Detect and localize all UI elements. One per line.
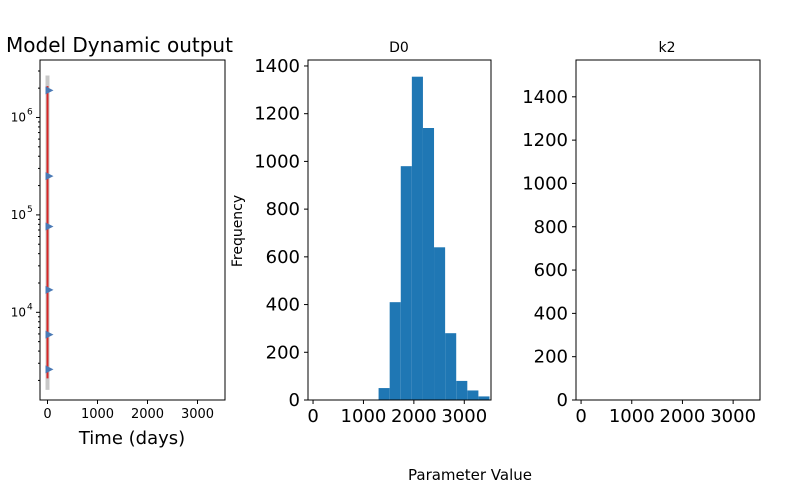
histogram-bar: [378, 388, 390, 400]
model-output-x-axis-label: Time (days): [78, 428, 185, 449]
y-tick-label: 200: [534, 347, 568, 368]
y-tick-label: 800: [534, 217, 568, 238]
x-tick-label: 3000: [710, 406, 756, 427]
observation-marker: [45, 365, 54, 374]
histogram-bar: [422, 128, 435, 400]
k2-histogram-y-ticks: 0 200 400 600 800 1000 1200 1400: [522, 87, 576, 411]
x-tick-label: 1000: [341, 406, 387, 427]
y-tick-label: 1200: [522, 130, 568, 151]
y-tick-label: 0: [289, 390, 300, 411]
x-tick-label: 2000: [131, 407, 164, 422]
x-tick-label: 1000: [81, 407, 114, 422]
model-output-x-ticks: 0 1000 2000 3000: [43, 400, 214, 422]
y-tick-exponent: 6: [27, 107, 33, 117]
x-tick-label: 1000: [609, 406, 655, 427]
model-output-panel: Model Dynamic output 0 1000 2000 3000 10 410…: [6, 33, 233, 449]
k2-histogram-x-ticks: 0 1000 2000 3000: [575, 400, 756, 427]
k2-histogram-axes-frame: [575, 59, 761, 401]
d0-histogram-y-axis-label: Frequency: [230, 195, 246, 267]
x-tick-label: 3000: [181, 407, 214, 422]
y-tick-label: 200: [266, 342, 300, 363]
observation-marker: [45, 285, 54, 294]
figure-x-axis-label: Parameter Value: [408, 466, 532, 484]
y-tick-label: 1400: [254, 56, 300, 77]
observation-marker: [45, 222, 54, 231]
x-tick-label: 3000: [441, 406, 487, 427]
histogram-bar: [445, 333, 457, 400]
k2-histogram-title: k2: [658, 40, 675, 56]
y-tick-label: 600: [534, 260, 568, 281]
model-output-axes-frame: [39, 59, 226, 401]
d0-histogram-bars: [378, 76, 490, 400]
d0-histogram-title: D0: [389, 40, 409, 56]
y-tick-label: 1200: [254, 104, 300, 125]
y-tick-label: 1400: [522, 87, 568, 108]
d0-histogram-x-ticks: 0 1000 2000 3000: [307, 400, 487, 427]
histogram-bar: [389, 302, 401, 400]
y-tick-exponent: 5: [27, 205, 33, 215]
histogram-bar: [467, 390, 479, 400]
y-tick-label: 10: [11, 110, 26, 124]
y-tick-label: 600: [266, 247, 300, 268]
observation-marker: [45, 86, 54, 95]
observation-marker: [45, 330, 54, 339]
y-tick-label: 10: [11, 305, 26, 319]
y-tick-label: 400: [266, 295, 300, 316]
d0-histogram-panel: D0 0 1000 2000 3000 02004006008001000120014…: [230, 40, 492, 427]
histogram-bar: [400, 166, 412, 400]
histogram-bar: [478, 396, 490, 400]
y-tick-exponent: 4: [27, 302, 33, 312]
model-output-plot-area: [45, 75, 54, 390]
k2-histogram-panel: k2 0 1000 2000 3000 02004006008001000120014…: [522, 40, 761, 427]
y-tick-label: 1000: [254, 151, 300, 172]
y-tick-label: 800: [266, 199, 300, 220]
x-tick-label: 2000: [391, 406, 437, 427]
x-tick-label: 2000: [660, 406, 706, 427]
histogram-bar: [434, 247, 446, 400]
observation-marker: [45, 172, 54, 181]
y-tick-label: 1000: [522, 173, 568, 194]
d0-histogram-y-ticks: 0 200 400 600 800 1000 1200 1400: [254, 56, 308, 411]
x-tick-label: 0: [575, 406, 586, 427]
y-tick-label: 400: [534, 303, 568, 324]
x-tick-label: 0: [307, 406, 318, 427]
y-tick-label: 10: [11, 208, 26, 222]
d0-histogram-axes-frame: [307, 59, 492, 401]
histogram-bar: [456, 380, 468, 400]
x-tick-label: 0: [43, 407, 51, 422]
y-tick-label: 0: [557, 390, 568, 411]
histogram-bar: [411, 76, 423, 400]
model-output-title: Model Dynamic output: [6, 33, 233, 57]
